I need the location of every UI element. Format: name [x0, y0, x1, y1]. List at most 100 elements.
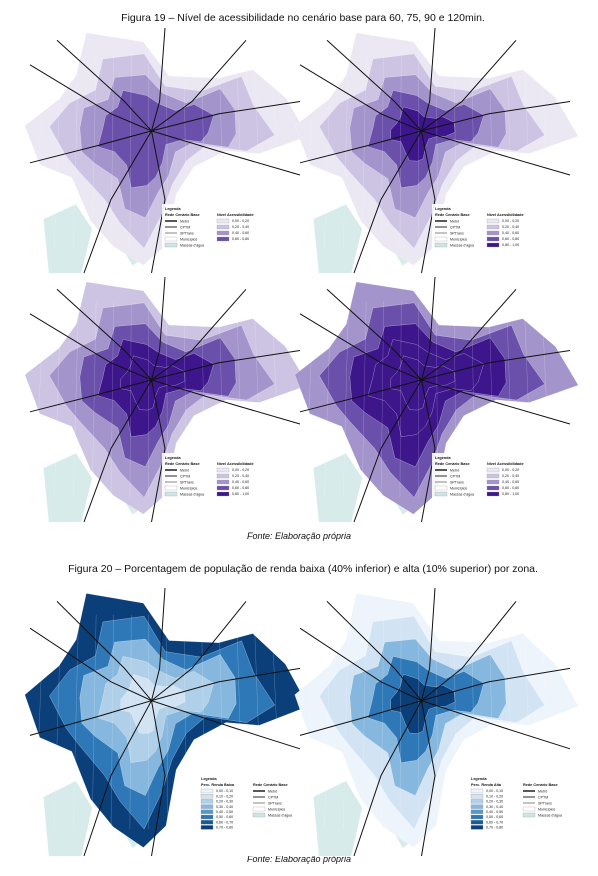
rail-line — [421, 601, 517, 701]
zone-boundary — [399, 614, 402, 830]
map: Legenda Rede Cenário Base Metrô CPTM SPTrans… — [294, 27, 579, 274]
legend-item: 0,60 - 0,80 — [232, 237, 249, 241]
legend-subtitle: Nível Acessibilidade — [217, 462, 254, 466]
legend-item: 0,60 - 0,80 — [232, 486, 249, 490]
legend-title: Legenda — [165, 456, 182, 460]
zone-boundary — [129, 301, 132, 498]
map: Legenda Rede Cenário Base Metrô CPTM SPTrans… — [24, 587, 309, 857]
legend-swatch — [216, 236, 230, 242]
legend-item: SPTrans — [450, 231, 464, 235]
rail-line — [151, 288, 247, 381]
zone-boundary — [324, 614, 332, 830]
legend-swatch — [164, 491, 178, 497]
legend-item: 0,70 - 0,80 — [486, 826, 503, 830]
legend-item: SPTrans — [180, 231, 194, 235]
zone-area — [390, 106, 456, 162]
legend-item: CPTM — [180, 474, 190, 478]
legend-item: 0,20 - 0,30 — [216, 800, 233, 804]
zone-boundary — [54, 52, 62, 249]
legend-swatch — [216, 218, 230, 224]
legend-swatch — [522, 812, 536, 818]
legend-title: Legenda — [435, 456, 452, 460]
legend-item: 0,30 - 0,40 — [486, 805, 503, 809]
zone-boundary — [166, 614, 168, 830]
legend-title: Legenda — [201, 777, 218, 781]
legend-swatch — [216, 491, 230, 497]
zone-boundary — [541, 52, 552, 249]
legend-item: 0,00 - 0,20 — [502, 468, 519, 472]
legend-title: Legenda — [435, 207, 452, 211]
legend-item: 0,00 - 0,10 — [216, 789, 233, 793]
zone-boundary — [271, 52, 282, 249]
zone-area — [120, 673, 186, 734]
zone-boundary — [343, 52, 349, 249]
legend-item: CPTM — [450, 225, 460, 229]
legend-item: Municípios — [450, 486, 467, 490]
zone-boundary — [305, 301, 314, 498]
legend-swatch — [216, 467, 230, 473]
map: Legenda Rede Cenário Base Metrô CPTM SPTrans… — [294, 276, 579, 523]
legend-item: Metrô — [180, 219, 189, 223]
map: Legenda Rede Cenário Base Metrô CPTM SPTrans… — [294, 587, 579, 857]
legend-swatch — [434, 485, 448, 491]
legend-item: 0,70 - 0,80 — [216, 826, 233, 830]
zone-boundary — [35, 614, 44, 830]
legend-swatch — [486, 230, 500, 236]
zone-boundary — [54, 301, 62, 498]
zone-boundary — [380, 301, 384, 498]
legend-subtitle: Rede Cenário Base — [165, 462, 200, 466]
figure-caption: Figura 20 – Porcentagem de população de … — [68, 563, 538, 575]
legend-swatch — [200, 825, 214, 830]
legend-item: 0,50 - 0,60 — [216, 815, 233, 819]
legend-subtitle: Nível Acessibilidade — [487, 462, 524, 466]
legend-box — [198, 774, 308, 834]
zone-boundary — [110, 52, 114, 249]
legend-item: Massas d'água — [450, 492, 474, 496]
zone-area — [390, 355, 456, 411]
zone-boundary — [129, 614, 132, 830]
legend-item: Metrô — [180, 468, 189, 472]
legend-item: 0,50 - 0,60 — [486, 815, 503, 819]
legend-swatch — [200, 809, 214, 814]
legend-title: Legenda — [165, 207, 182, 211]
zone-boundary — [91, 301, 97, 498]
legend-item: 0,00 - 0,20 — [232, 468, 249, 472]
rail-line — [421, 288, 517, 381]
legend-swatch — [486, 485, 500, 491]
zone-boundary — [399, 301, 402, 498]
zone-boundary — [436, 614, 438, 830]
zone-boundary — [380, 52, 384, 249]
zone-boundary — [343, 614, 349, 830]
legend-swatch — [200, 820, 214, 825]
legend-item: 0,20 - 0,40 — [502, 225, 519, 229]
legend-item: Municípios — [268, 807, 285, 811]
legend-swatch — [164, 485, 178, 491]
zone-boundary — [73, 301, 79, 498]
legend-item: 0,60 - 0,70 — [216, 820, 233, 824]
legend-swatch — [486, 242, 500, 248]
legend-item: SPTrans — [180, 480, 194, 484]
legend-swatch — [216, 224, 230, 230]
legend-swatch — [486, 479, 500, 485]
legend-swatch — [216, 485, 230, 491]
legend-swatch — [486, 236, 500, 242]
legend-swatch — [470, 794, 484, 799]
legend-item: CPTM — [538, 795, 548, 799]
legend-item: 0,40 - 0,50 — [216, 810, 233, 814]
zone-boundary — [91, 52, 97, 249]
zone-boundary — [35, 301, 44, 498]
legend-swatch — [200, 788, 214, 794]
zone-boundary — [361, 614, 367, 830]
legend-swatch — [470, 814, 484, 820]
legend-swatch — [470, 809, 484, 814]
legend-item: SPTrans — [450, 480, 464, 484]
legend-item: 0,60 - 0,70 — [486, 820, 503, 824]
legend-item: 0,60 - 0,80 — [502, 237, 519, 241]
legend-item: Massas d'água — [180, 243, 204, 247]
zone-boundary — [453, 614, 457, 830]
zone-boundary — [324, 301, 332, 498]
zone-boundary — [91, 614, 97, 830]
legend-subtitle: Rede Cenário Base — [165, 213, 200, 217]
zone-boundary — [305, 614, 314, 830]
zone-boundary — [73, 614, 79, 830]
